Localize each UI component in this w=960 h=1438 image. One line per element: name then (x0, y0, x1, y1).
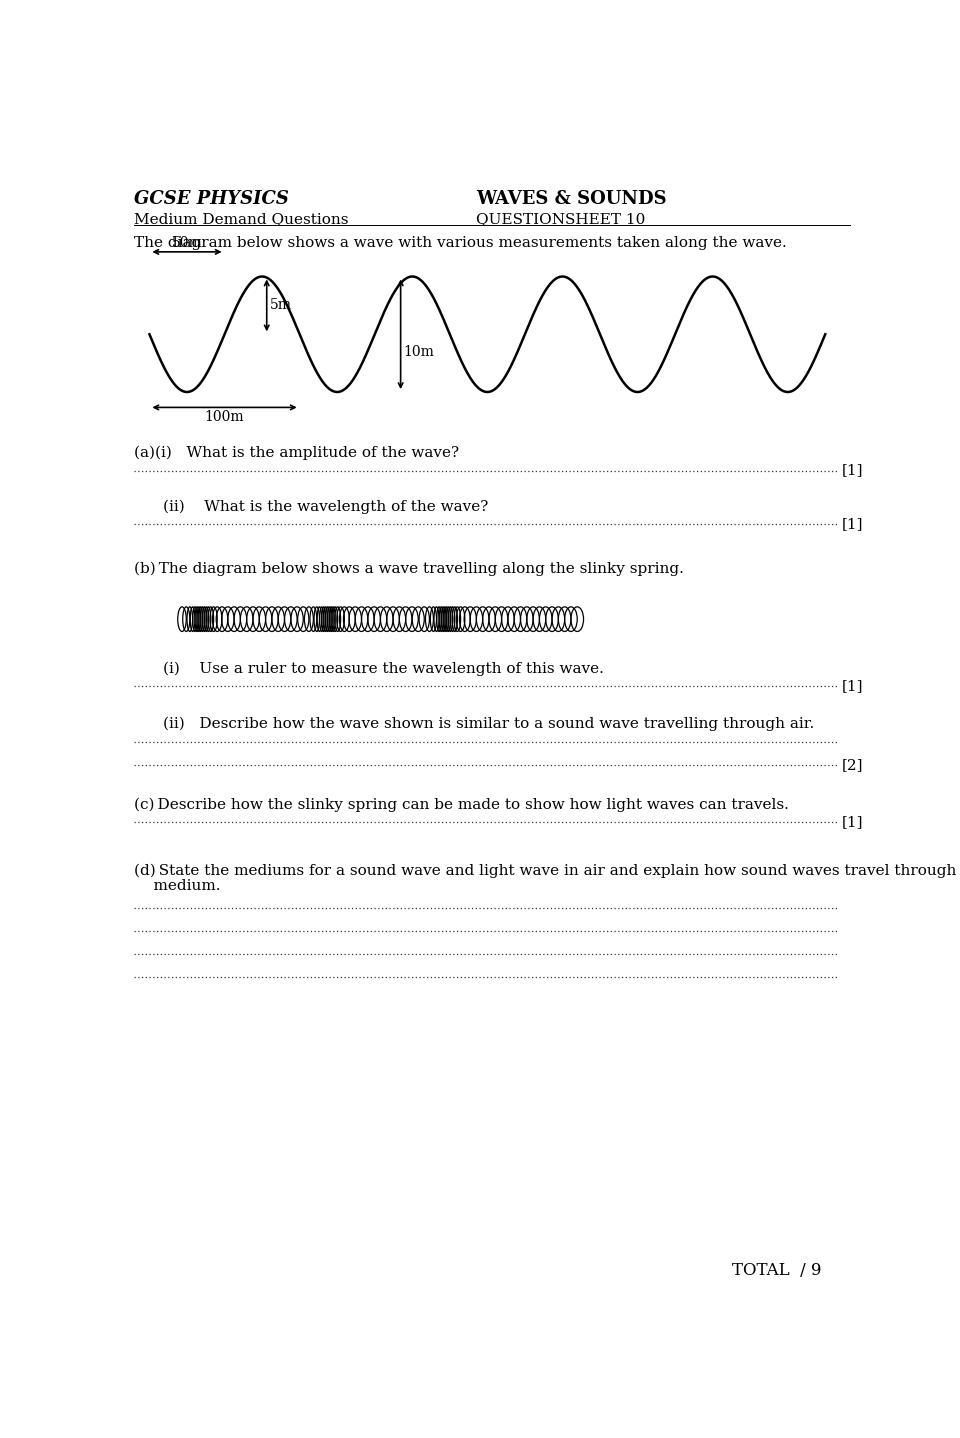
Text: The diagram below shows a wave with various measurements taken along the wave.: The diagram below shows a wave with vari… (134, 236, 786, 250)
Text: 10m: 10m (404, 345, 435, 358)
Text: QUESTIONSHEET 10: QUESTIONSHEET 10 (476, 213, 646, 227)
Text: (a)(i)   What is the amplitude of the wave?: (a)(i) What is the amplitude of the wave… (134, 446, 459, 460)
Text: [1]: [1] (842, 815, 863, 830)
Text: 100m: 100m (204, 410, 245, 424)
Text: (c) Describe how the slinky spring can be made to show how light waves can trave: (c) Describe how the slinky spring can b… (134, 798, 789, 812)
Text: (i)    Use a ruler to measure the wavelength of this wave.: (i) Use a ruler to measure the wavelengt… (162, 661, 604, 676)
Text: [1]: [1] (842, 679, 863, 693)
Text: (d) State the mediums for a sound wave and light wave in air and explain how sou: (d) State the mediums for a sound wave a… (134, 863, 960, 877)
Text: 5m: 5m (270, 299, 292, 312)
Text: (ii)   Describe how the wave shown is similar to a sound wave travelling through: (ii) Describe how the wave shown is simi… (162, 718, 814, 732)
Text: [2]: [2] (842, 758, 863, 772)
Text: Medium Demand Questions: Medium Demand Questions (134, 213, 348, 227)
Text: (b) The diagram below shows a wave travelling along the slinky spring.: (b) The diagram below shows a wave trave… (134, 561, 684, 575)
Text: TOTAL  / 9: TOTAL / 9 (732, 1263, 822, 1280)
Text: (ii)    What is the wavelength of the wave?: (ii) What is the wavelength of the wave? (162, 500, 488, 515)
Text: [1]: [1] (842, 463, 863, 477)
Text: [1]: [1] (842, 518, 863, 532)
Text: WAVES & SOUNDS: WAVES & SOUNDS (476, 190, 667, 207)
Text: 50m: 50m (172, 236, 203, 250)
Text: medium.: medium. (134, 879, 221, 893)
Text: GCSE PHYSICS: GCSE PHYSICS (134, 190, 289, 207)
